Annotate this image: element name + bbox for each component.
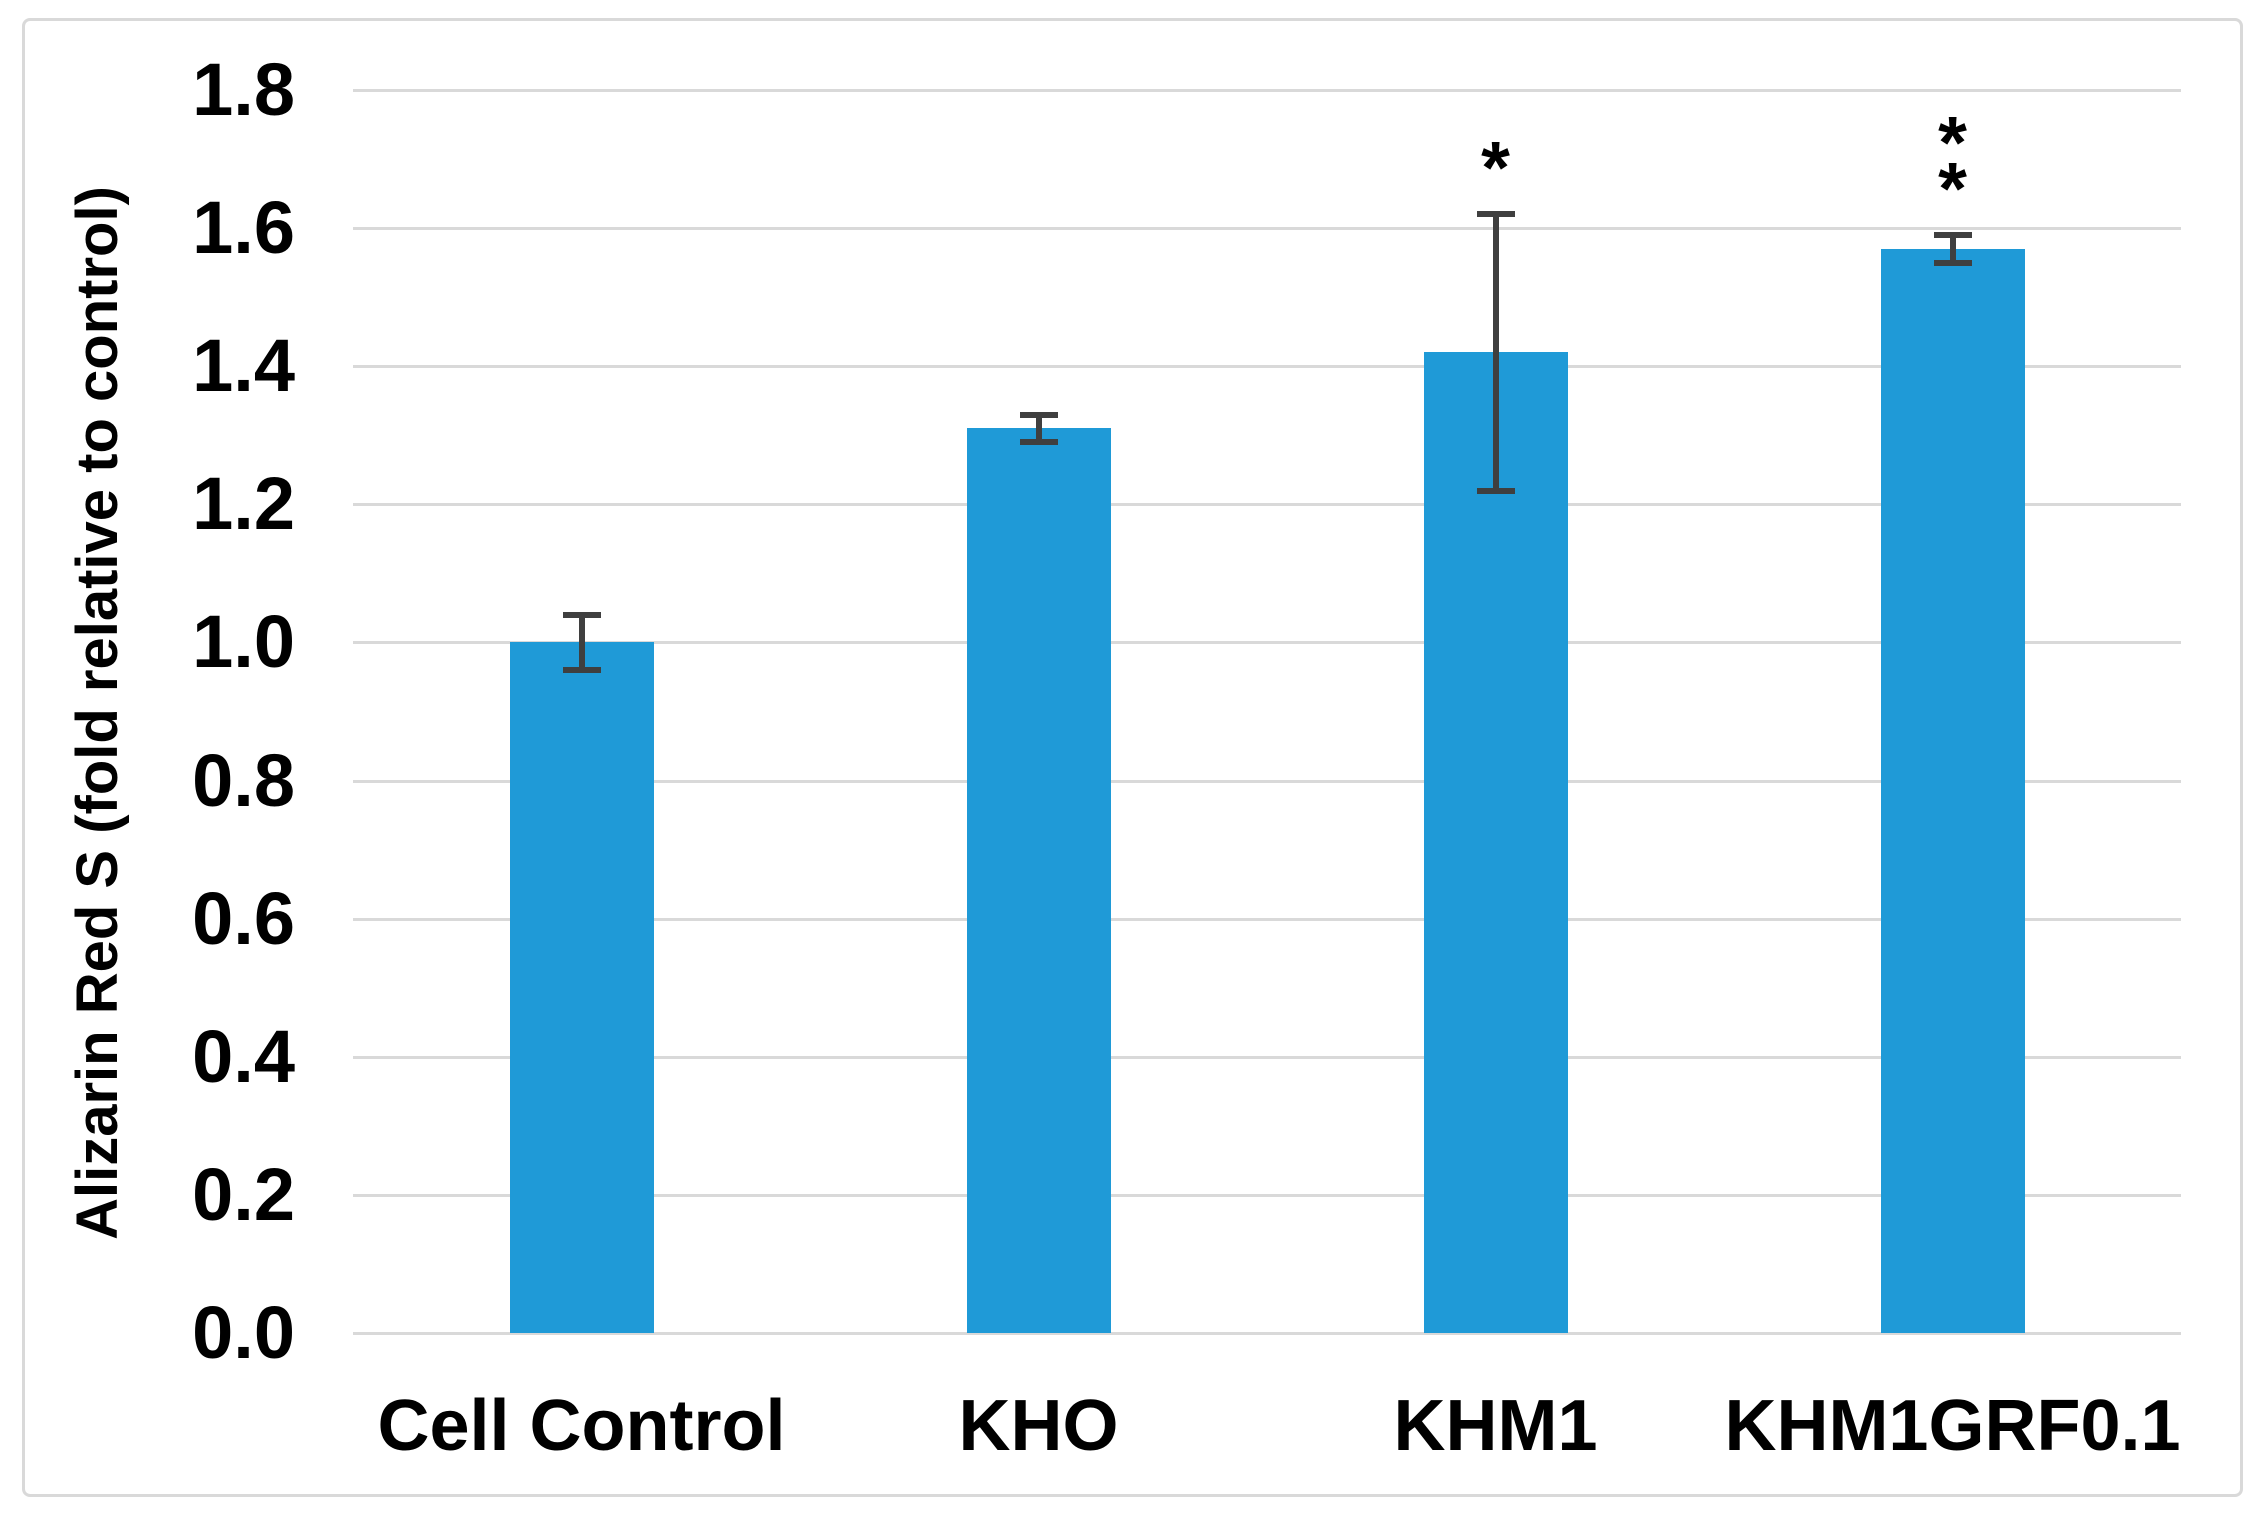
gridline	[353, 1193, 2181, 1197]
y-tick-label: 1.0	[192, 600, 295, 684]
asterisk: *	[1938, 147, 1967, 231]
gridline	[353, 227, 2181, 231]
chart-frame: Alizarin Red S (fold relative to control…	[22, 18, 2243, 1497]
x-category-label-KHO: KHO	[958, 1386, 1119, 1466]
error-bar-cap-bottom	[1019, 439, 1058, 446]
gridline	[353, 1055, 2181, 1059]
error-bar	[1492, 214, 1499, 491]
significance-marker: *	[1416, 126, 1576, 210]
gridline	[353, 917, 2181, 921]
error-bar-cap-top	[1933, 232, 1972, 239]
error-bar-cap-top	[1476, 211, 1515, 218]
gridline	[353, 641, 2181, 645]
plot-area: * * *	[353, 89, 2181, 1335]
error-bar	[1035, 414, 1042, 443]
gridline	[353, 89, 2181, 92]
y-tick-label: 0.0	[192, 1291, 295, 1374]
gridline	[353, 503, 2181, 507]
y-tick-label: 0.6	[192, 876, 295, 960]
error-bar	[1949, 235, 1956, 263]
y-tick-label: 1.8	[192, 48, 295, 131]
bar-KHO	[966, 428, 1111, 1333]
y-tick-label: 1.6	[192, 186, 295, 270]
y-tick-label: 1.4	[192, 324, 295, 408]
x-category-label-Cell Control: Cell Control	[377, 1386, 786, 1466]
gridline	[353, 365, 2181, 369]
bar-KHM1	[1423, 352, 1568, 1333]
y-tick-label: 1.2	[192, 462, 295, 546]
error-bar-cap-bottom	[1476, 487, 1515, 494]
error-bar	[578, 614, 585, 671]
bar-Cell Control	[509, 642, 654, 1333]
gridline	[353, 1332, 2181, 1335]
significance-marker: * *	[1873, 106, 2033, 231]
asterisk: *	[1481, 126, 1510, 210]
error-bar-cap-top	[1019, 411, 1058, 418]
gridline	[353, 779, 2181, 783]
bar-KHM1GRF0.1	[1880, 248, 2025, 1333]
y-tick-label: 0.2	[192, 1152, 295, 1236]
y-tick-label: 0.8	[192, 738, 295, 822]
error-bar-cap-top	[562, 611, 601, 618]
y-tick-label: 0.4	[192, 1014, 295, 1098]
x-category-label-KHM1GRF0.1: KHM1GRF0.1	[1724, 1386, 2181, 1466]
error-bar-cap-bottom	[1933, 259, 1972, 266]
error-bar-cap-bottom	[562, 667, 601, 674]
x-category-label-KHM1: KHM1	[1393, 1386, 1598, 1466]
